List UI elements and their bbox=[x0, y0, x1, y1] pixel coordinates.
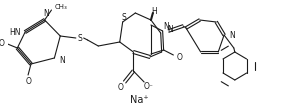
Text: N: N bbox=[167, 25, 173, 34]
Text: O: O bbox=[176, 53, 182, 61]
Text: Na⁺: Na⁺ bbox=[130, 95, 148, 105]
Text: HN: HN bbox=[9, 28, 20, 37]
Text: N: N bbox=[44, 10, 50, 19]
Text: N: N bbox=[59, 56, 65, 64]
Text: O: O bbox=[25, 76, 31, 85]
Text: O: O bbox=[0, 39, 5, 48]
Text: S: S bbox=[77, 34, 82, 43]
Text: S: S bbox=[121, 13, 126, 22]
Text: O: O bbox=[118, 82, 124, 91]
Text: N: N bbox=[229, 31, 235, 40]
Text: CH₃: CH₃ bbox=[54, 4, 67, 10]
Text: O⁻: O⁻ bbox=[144, 81, 154, 90]
Text: N: N bbox=[164, 22, 170, 31]
Text: H: H bbox=[151, 8, 157, 17]
